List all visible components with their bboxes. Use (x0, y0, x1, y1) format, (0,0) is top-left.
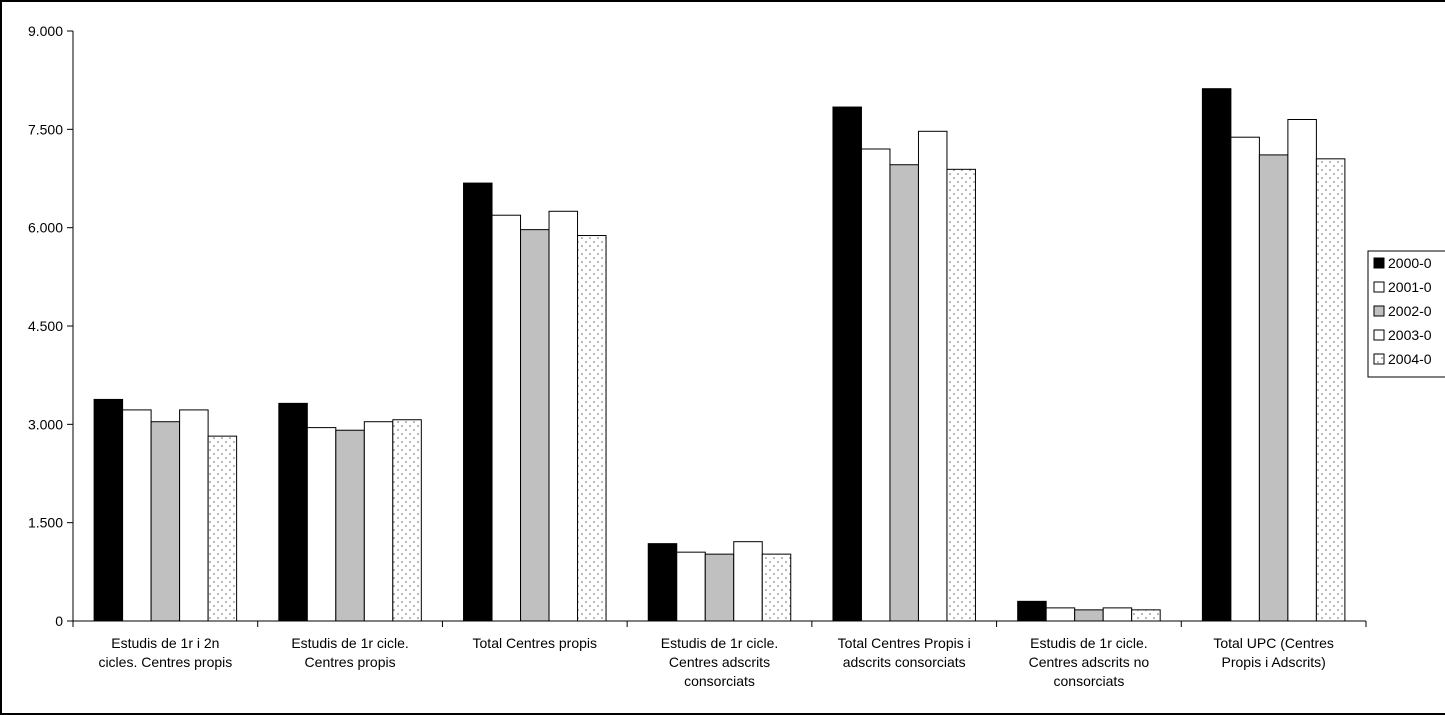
bar (889, 164, 919, 622)
bar (491, 214, 522, 622)
y-tick-label: 9.000 (28, 23, 63, 39)
bar (647, 543, 678, 622)
legend-label: 2002-0 (1388, 303, 1432, 319)
y-tick-label: 7.500 (28, 121, 63, 137)
y-tick-label: 4.500 (28, 318, 63, 334)
bar (1315, 158, 1346, 622)
x-category-label: Estudis de 1r cicle. Centres propis (291, 635, 409, 670)
bar (1045, 607, 1076, 622)
x-category-label: Total UPC (Centres Propis i Adscrits) (1213, 635, 1334, 670)
bar (363, 421, 394, 622)
bar (676, 551, 706, 622)
bar (93, 398, 124, 622)
bar (1131, 609, 1161, 622)
legend-label: 2000-0 (1388, 255, 1432, 271)
plot-area: 0 1.500 3.000 4.500 6.000 7.500 9.000 Estudis d… (28, 23, 1367, 689)
bar (179, 409, 209, 622)
bar (278, 402, 308, 622)
legend-label: 2001-0 (1388, 279, 1432, 295)
y-tick-label: 0 (55, 613, 63, 629)
legend-swatch (1373, 353, 1385, 365)
bar (520, 229, 550, 622)
legend-swatch (1373, 305, 1385, 317)
bar (1258, 154, 1289, 622)
x-category-label: Total Centres Propis i adscrits consorcia… (838, 635, 971, 670)
bar (1287, 119, 1317, 622)
legend-label: 2003-0 (1388, 327, 1432, 343)
bar (306, 427, 337, 622)
bar (122, 409, 152, 622)
legend-swatch (1373, 257, 1385, 269)
legend-swatch (1373, 329, 1385, 341)
legend-swatch (1373, 281, 1385, 293)
bar (1074, 609, 1104, 622)
bar (1102, 607, 1133, 622)
x-category-label: Estudis de 1r i 2n cicles. Centres propis (98, 635, 232, 670)
bar (1201, 88, 1232, 622)
bar (1017, 600, 1047, 622)
bar (860, 148, 891, 622)
bar (761, 553, 792, 622)
bar (335, 429, 365, 622)
bar (917, 130, 948, 622)
y-tick-label: 6.000 (28, 220, 63, 236)
x-category-label: Estudis de 1r cicle. Centres adscrits no c… (1029, 635, 1150, 689)
bar (392, 419, 422, 622)
legend: 2000-0 2001-0 2002-0 2003-0 2004-0 (1367, 250, 1445, 378)
bar (704, 553, 735, 622)
bar (1230, 136, 1260, 622)
x-category-label: Estudis de 1r cicle. Centres adscrits cons… (661, 635, 779, 689)
bar (733, 541, 763, 622)
bar (150, 421, 181, 622)
y-tick-label: 3.000 (28, 416, 63, 432)
x-category-label: Total Centres propis (473, 635, 598, 651)
bar (832, 106, 862, 622)
bar (207, 435, 238, 622)
legend-label: 2004-0 (1388, 351, 1432, 367)
bar (548, 210, 579, 622)
bar (946, 168, 976, 622)
y-tick-label: 1.500 (28, 515, 63, 531)
bar (463, 182, 493, 622)
bar (577, 235, 607, 622)
